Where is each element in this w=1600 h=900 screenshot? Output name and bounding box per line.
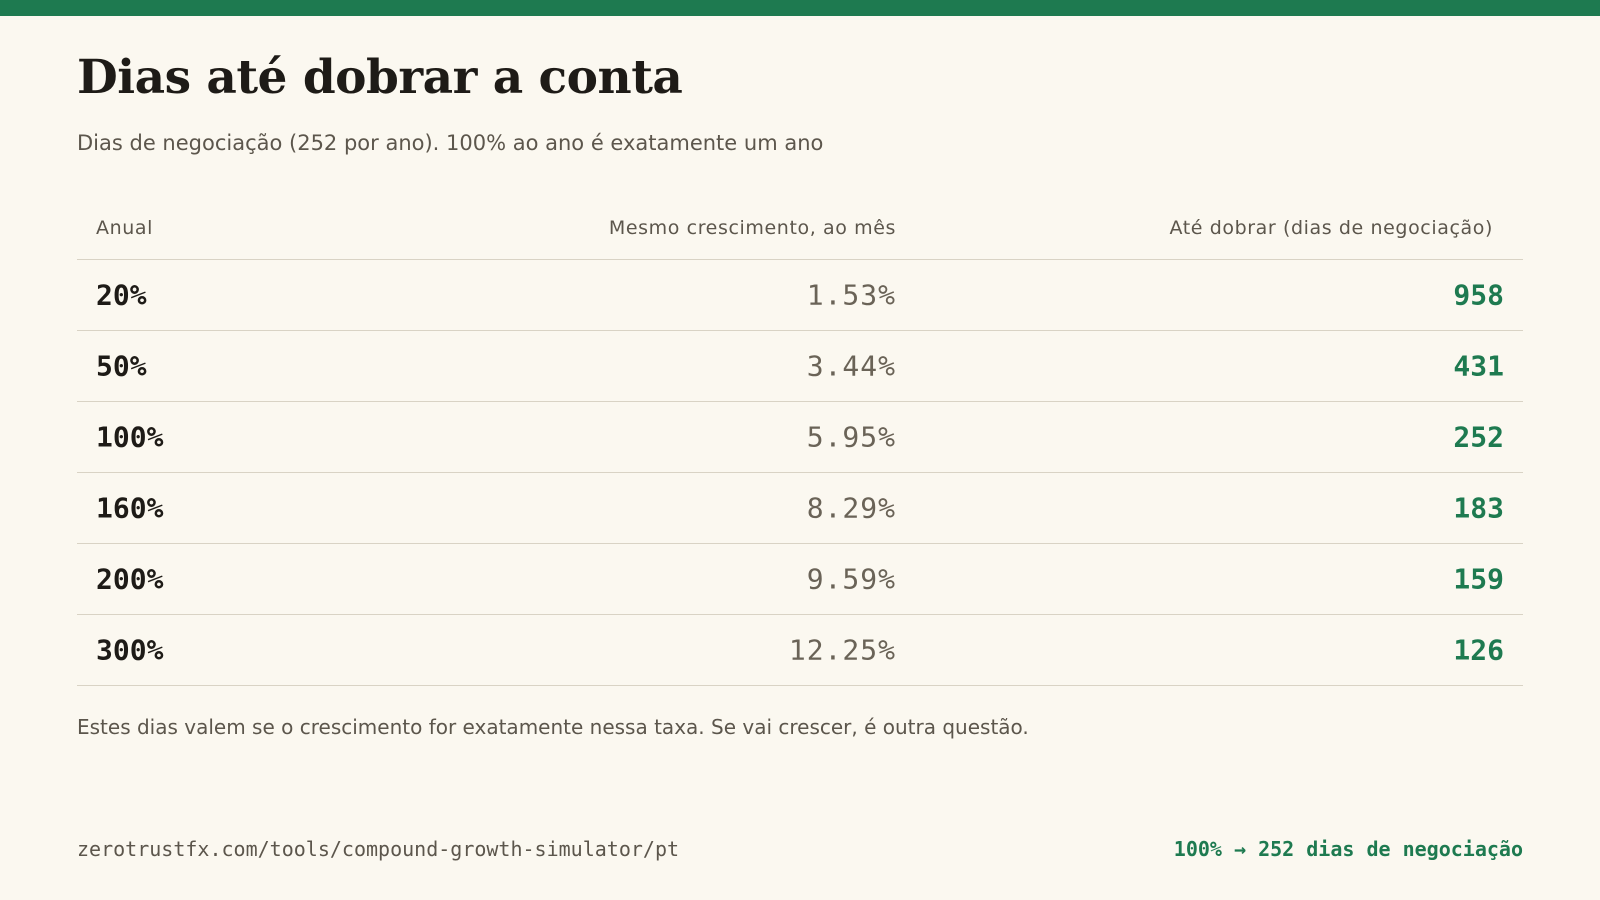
cell-annual-rate: 300% <box>96 633 164 667</box>
table-row: 300% 12.25% 126 <box>77 615 1523 686</box>
table-header: Anual Mesmo crescimento, ao mês Até dobr… <box>77 204 1523 260</box>
summary-badge: 100% → 252 dias de negociação <box>1173 837 1523 861</box>
cell-monthly-rate: 1.53% <box>806 278 896 312</box>
table-row: 20% 1.53% 958 <box>77 260 1523 331</box>
cell-days-to-double: 252 <box>1453 420 1504 454</box>
header-monthly: Mesmo crescimento, ao mês <box>608 217 896 239</box>
cell-annual-rate: 100% <box>96 420 164 454</box>
table-row: 100% 5.95% 252 <box>77 402 1523 473</box>
cell-days-to-double: 431 <box>1453 349 1504 383</box>
table-row: 160% 8.29% 183 <box>77 473 1523 544</box>
table-row: 200% 9.59% 159 <box>77 544 1523 615</box>
top-accent-bar <box>0 0 1600 16</box>
cell-days-to-double: 958 <box>1453 278 1504 312</box>
cell-monthly-rate: 8.29% <box>806 491 896 525</box>
cell-days-to-double: 159 <box>1453 562 1504 596</box>
header-days-to-double: Até dobrar (dias de negociação) <box>1169 217 1493 239</box>
cell-days-to-double: 183 <box>1453 491 1504 525</box>
page-subtitle: Dias de negociação (252 por ano). 100% a… <box>77 131 824 155</box>
doubling-table: Anual Mesmo crescimento, ao mês Até dobr… <box>77 204 1523 686</box>
footnote: Estes dias valem se o crescimento for ex… <box>77 715 1029 739</box>
cell-annual-rate: 20% <box>96 278 147 312</box>
cell-monthly-rate: 3.44% <box>806 349 896 383</box>
header-annual: Anual <box>96 217 154 239</box>
cell-monthly-rate: 12.25% <box>788 633 896 667</box>
cell-monthly-rate: 9.59% <box>806 562 896 596</box>
cell-annual-rate: 200% <box>96 562 164 596</box>
page-title: Dias até dobrar a conta <box>77 50 683 105</box>
source-url-link[interactable]: zerotrustfx.com/tools/compound-growth-si… <box>77 837 680 861</box>
table-row: 50% 3.44% 431 <box>77 331 1523 402</box>
cell-annual-rate: 160% <box>96 491 164 525</box>
cell-monthly-rate: 5.95% <box>806 420 896 454</box>
cell-annual-rate: 50% <box>96 349 147 383</box>
cell-days-to-double: 126 <box>1453 633 1504 667</box>
